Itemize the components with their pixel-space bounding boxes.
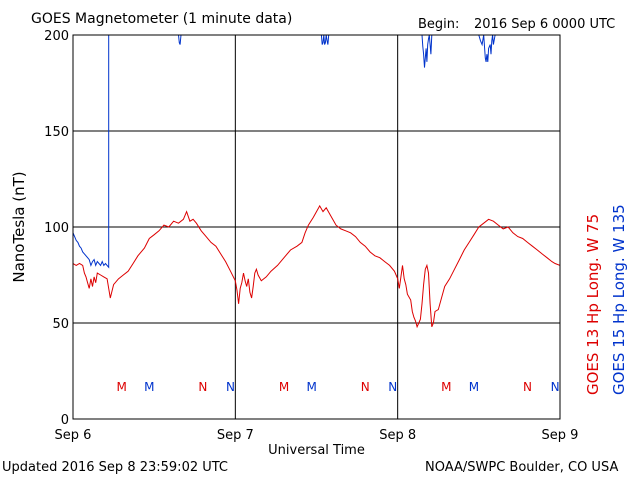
y-tick-label: 150 xyxy=(44,125,69,140)
local-time-marker: M xyxy=(306,380,316,394)
local-time-marker: M xyxy=(279,380,289,394)
plot-frame xyxy=(72,34,561,420)
local-time-marker: M xyxy=(441,380,451,394)
goes15-series-line xyxy=(478,35,496,63)
goes15-series-line xyxy=(178,35,182,45)
x-tick-label: Sep 7 xyxy=(217,428,254,443)
x-axis-label: Universal Time xyxy=(268,443,365,458)
begin-value: 2016 Sep 6 0000 UTC xyxy=(474,17,616,32)
legend-goes13: GOES 13 Hp Long. W 75 xyxy=(584,214,602,395)
y-tick-label: 0 xyxy=(61,413,69,428)
legend-goes15: GOES 15 Hp Long. W 135 xyxy=(610,204,628,395)
local-time-marker: N xyxy=(551,380,560,394)
data-source: NOAA/SWPC Boulder, CO USA xyxy=(425,460,619,475)
y-axis-label: NanoTesla (nT) xyxy=(10,171,28,282)
updated-timestamp: Updated 2016 Sep 8 23:59:02 UTC xyxy=(2,460,229,475)
y-tick-label: 200 xyxy=(44,29,69,44)
chart-title: GOES Magnetometer (1 minute data) xyxy=(31,11,293,27)
local-time-marker: N xyxy=(388,380,397,394)
y-tick-label: 50 xyxy=(52,317,69,332)
x-tick-label: Sep 9 xyxy=(542,428,579,443)
goes13-series-line xyxy=(73,204,560,329)
goes15-series-line xyxy=(320,35,330,45)
goes15-series-line xyxy=(421,35,433,68)
x-tick-label: Sep 6 xyxy=(55,428,92,443)
x-tick-label: Sep 8 xyxy=(379,428,416,443)
local-time-marker: M xyxy=(469,380,479,394)
local-time-marker: M xyxy=(117,380,127,394)
local-time-marker: M xyxy=(144,380,154,394)
local-time-marker: N xyxy=(361,380,370,394)
goes15-series-line xyxy=(73,35,110,269)
local-time-marker: N xyxy=(523,380,532,394)
y-tick-label: 100 xyxy=(44,221,69,236)
local-time-marker: N xyxy=(198,380,207,394)
begin-label: Begin: xyxy=(418,17,460,32)
local-time-marker: N xyxy=(226,380,235,394)
